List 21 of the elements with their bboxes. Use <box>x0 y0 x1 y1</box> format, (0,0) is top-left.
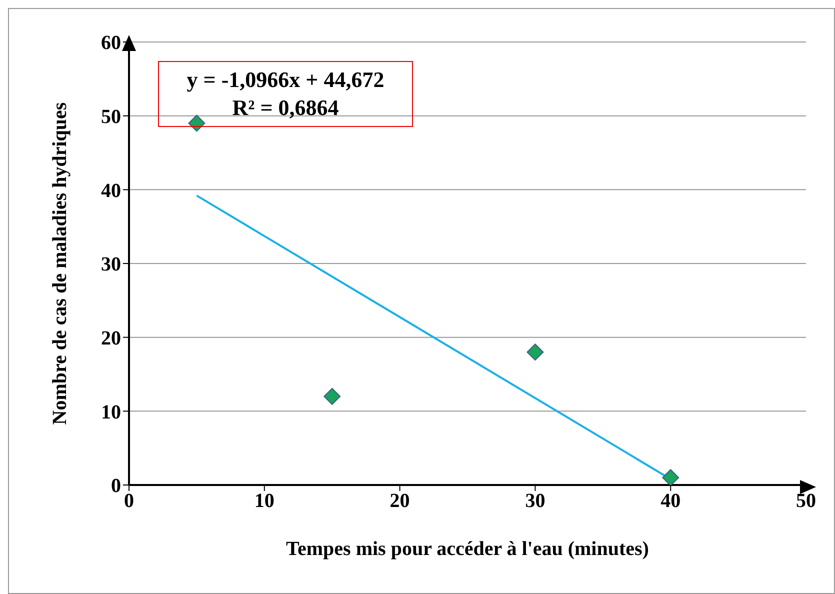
x-axis-title: Tempes mis pour accéder à l'eau (minutes) <box>286 538 649 560</box>
annotation: R² = 0,6864 <box>231 94 340 122</box>
x-tick-label: 20 <box>390 490 410 512</box>
x-tick-label: 40 <box>660 490 681 512</box>
y-tick-label: 60 <box>101 32 121 54</box>
point <box>188 114 206 132</box>
x-tick-label: 30 <box>525 490 546 512</box>
y-tick-label: 30 <box>101 254 121 276</box>
y-tick-label: 20 <box>101 327 121 350</box>
y-axis-title: Nombre de cas de maladies hydriques <box>49 102 72 425</box>
y-tick-label: 10 <box>101 401 121 424</box>
point <box>662 469 680 485</box>
y-tick-label: 50 <box>101 106 121 128</box>
y-tick-label: 40 <box>101 180 121 202</box>
equation-box: y = -1,0966x + 44,672 R² = 0,6864 <box>158 61 413 127</box>
x-tick-label: 10 <box>254 490 274 512</box>
point <box>526 344 544 361</box>
y-tick-label: 0 <box>111 475 121 498</box>
x-tick-label: 50 <box>796 490 816 512</box>
point <box>324 388 341 405</box>
annotation: y = -1,0966x + 44,672 <box>186 66 386 94</box>
